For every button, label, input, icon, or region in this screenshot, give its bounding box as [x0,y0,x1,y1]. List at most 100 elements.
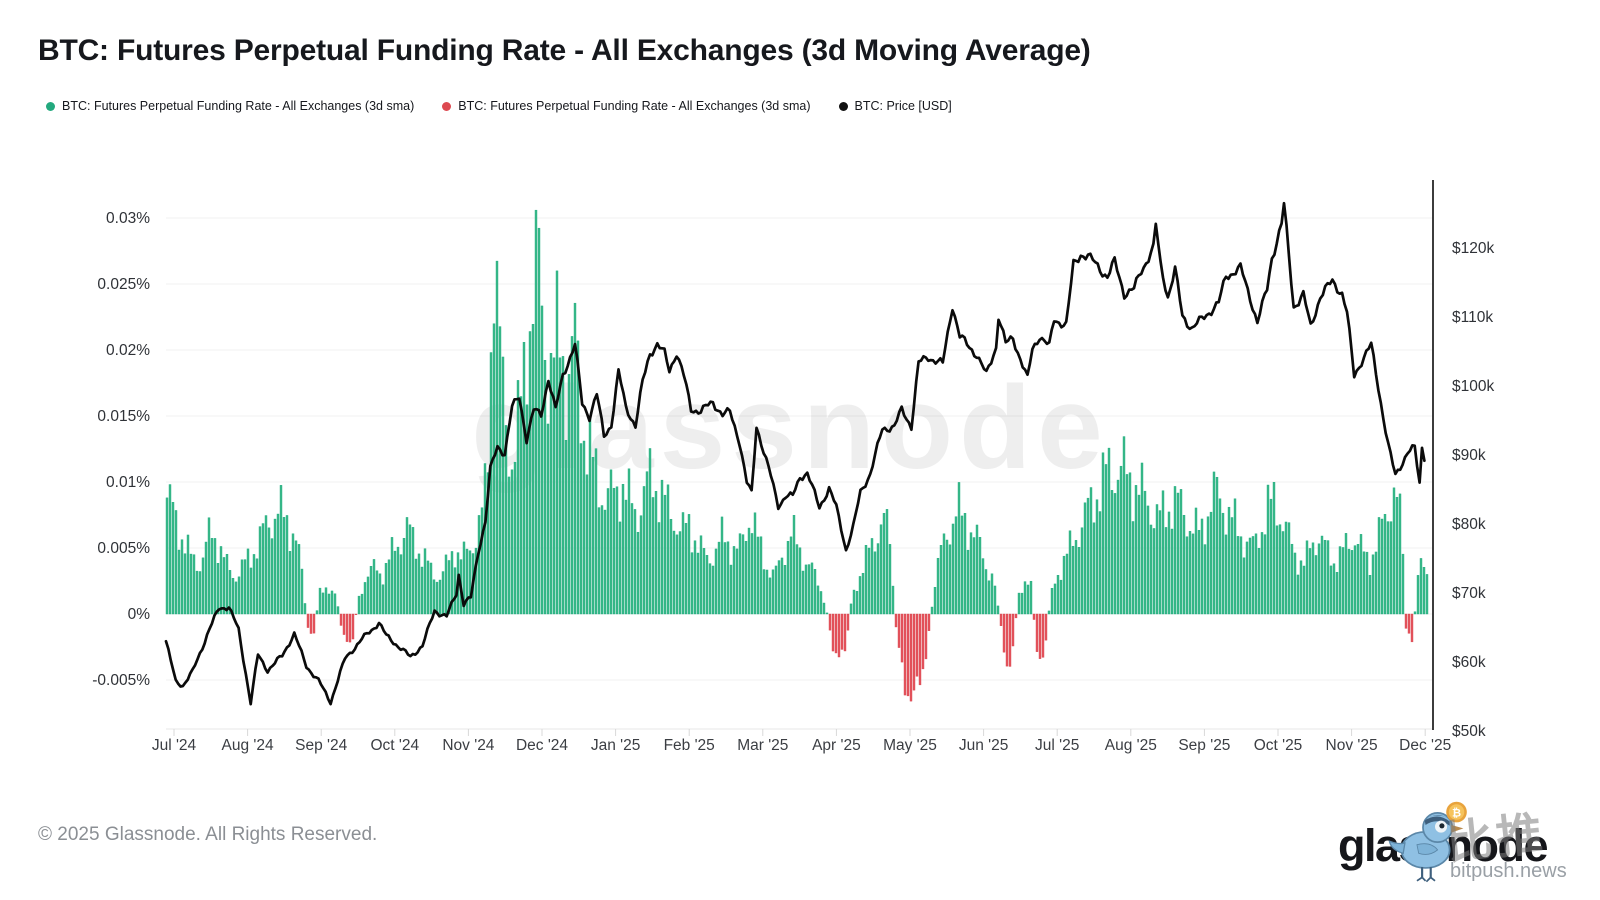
bitpush-site-watermark: bitpush.news [1450,860,1567,882]
funding-bar [672,530,676,615]
funding-bar [1272,482,1276,615]
funding-bar [729,564,733,615]
funding-bar [915,613,919,677]
svg-text:₿: ₿ [1452,807,1461,819]
funding-bar [900,613,904,663]
funding-bar [786,541,790,615]
funding-bar [789,536,793,615]
funding-axis-label: 0.015% [97,408,150,425]
funding-bar [288,551,292,615]
funding-bar [1008,613,1012,667]
funding-bar [1077,547,1081,615]
funding-bar [177,549,181,615]
funding-bar [201,557,205,615]
funding-bar [1215,476,1219,615]
funding-bar [258,526,262,615]
funding-bar [546,423,550,615]
funding-bar [1065,553,1069,615]
funding-bar [1281,531,1285,615]
funding-bar [600,505,604,615]
funding-bar [702,548,706,615]
funding-bar [816,585,820,615]
funding-bar [984,569,988,615]
funding-bar [1359,534,1363,615]
x-axis-label: Sep '24 [295,737,347,754]
funding-bar [1389,521,1393,615]
funding-bar [1020,592,1024,615]
funding-bar [930,606,934,615]
funding-bar [981,558,985,615]
x-axis-label: Nov '25 [1326,737,1378,754]
funding-bar [267,527,271,615]
funding-bar [780,557,784,615]
price-axis-label: $120k [1452,240,1494,257]
funding-bar [1305,540,1309,615]
funding-bar [903,613,907,696]
copyright-text: © 2025 Glassnode. All Rights Reserved. [38,824,378,845]
funding-bar [237,576,241,615]
funding-bar [306,613,310,628]
funding-bar [591,457,595,615]
funding-bar [978,537,982,615]
funding-bar [744,541,748,615]
funding-bar [408,524,412,615]
funding-bar [1113,493,1117,615]
funding-bar [537,227,541,615]
funding-bar [1155,504,1159,615]
funding-bar [663,494,667,615]
funding-bar [627,468,631,615]
funding-bar [1170,528,1174,615]
funding-bar [678,531,682,615]
funding-bar [1410,613,1414,643]
funding-bar [240,559,244,615]
funding-bar [168,484,172,615]
funding-bar [1119,465,1123,615]
btc-coin-icon: ₿ [1446,801,1467,823]
funding-bar [375,570,379,615]
funding-bar [1062,555,1066,615]
funding-bar [510,469,514,615]
funding-bar [474,547,478,615]
legend-item-funding-positive[interactable]: BTC: Futures Perpetual Funding Rate - Al… [46,99,414,113]
funding-bar [225,554,229,615]
funding-bar [501,356,505,615]
funding-bar [1032,613,1036,620]
funding-bar [1110,490,1114,615]
funding-bar [561,356,565,615]
funding-bar [294,540,298,615]
funding-bar [951,523,955,615]
funding-bar [909,613,913,702]
funding-bar [864,545,868,615]
funding-bar [462,541,466,615]
funding-bar [1233,498,1237,615]
x-axis-label: Dec '25 [1399,737,1451,754]
funding-bar [1329,565,1333,615]
funding-axis-label: 0.025% [97,276,150,293]
funding-bar [549,353,553,615]
funding-bar [1137,494,1141,615]
funding-bar [252,554,256,615]
funding-bar [1197,530,1201,615]
funding-bar [1047,610,1051,615]
funding-bar [303,603,307,615]
funding-bar [657,522,661,615]
funding-bar [858,576,862,615]
funding-bar [276,513,280,615]
funding-bar [1122,436,1126,615]
funding-bar [387,559,391,615]
funding-bar [624,499,628,615]
legend-item-price[interactable]: BTC: Price [USD] [838,99,952,113]
funding-bar [792,515,796,615]
funding-bar [660,479,664,615]
funding-bar [636,531,640,615]
x-axis-label: Dec '24 [516,737,568,754]
bird-logo-icon: ₿ [1386,800,1472,891]
funding-bar [405,517,409,615]
funding-bar [1185,536,1189,615]
funding-bar [1251,536,1255,615]
funding-bar [747,527,751,615]
funding-bar [1002,613,1006,653]
legend-item-funding-negative[interactable]: BTC: Futures Perpetual Funding Rate - Al… [442,99,811,113]
